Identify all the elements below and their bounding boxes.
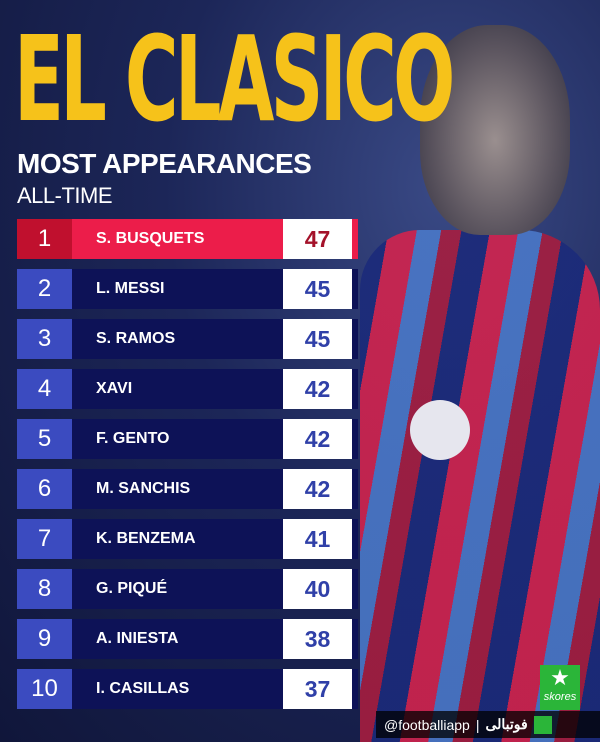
player-name: S. RAMOS xyxy=(72,319,283,359)
rank: 8 xyxy=(17,569,72,609)
handle: @footballiapp xyxy=(384,716,470,733)
row-edge xyxy=(352,419,358,459)
sponsor-logo xyxy=(410,400,470,460)
appearances: 45 xyxy=(283,269,352,309)
row-edge xyxy=(352,519,358,559)
appearances: 41 xyxy=(283,519,352,559)
page-title: EL CLASICO xyxy=(14,10,455,148)
rank: 4 xyxy=(17,369,72,409)
separator: | xyxy=(475,716,480,733)
row-edge xyxy=(352,619,358,659)
row-edge xyxy=(352,569,358,609)
table-row: 10 I. CASILLAS 37 xyxy=(17,669,358,709)
arabic-brand: فوتبالی xyxy=(485,716,528,732)
row-edge xyxy=(352,469,358,509)
appearances: 42 xyxy=(283,369,352,409)
table-row: 6 M. SANCHIS 42 xyxy=(17,469,358,509)
player-name: F. GENTO xyxy=(72,419,283,459)
table-row: 9 A. INIESTA 38 xyxy=(17,619,358,659)
rank: 1 xyxy=(17,219,72,259)
rank: 7 xyxy=(17,519,72,559)
row-edge xyxy=(352,369,358,409)
rank: 10 xyxy=(17,669,72,709)
brand-logo-icon xyxy=(533,715,552,734)
table-row: 1 S. BUSQUETS 47 xyxy=(17,219,358,259)
player-head xyxy=(420,25,570,235)
appearances: 38 xyxy=(283,619,352,659)
row-edge xyxy=(352,219,358,259)
table-row: 7 K. BENZEMA 41 xyxy=(17,519,358,559)
rank: 6 xyxy=(17,469,72,509)
table-row: 8 G. PIQUÉ 40 xyxy=(17,569,358,609)
row-edge xyxy=(352,269,358,309)
appearances: 47 xyxy=(283,219,352,259)
table-row: 4 XAVI 42 xyxy=(17,369,358,409)
player-name: K. BENZEMA xyxy=(72,519,283,559)
appearances: 45 xyxy=(283,319,352,359)
player-name: L. MESSI xyxy=(72,269,283,309)
jersey xyxy=(360,230,600,742)
rank: 5 xyxy=(17,419,72,459)
player-name: I. CASILLAS xyxy=(72,669,283,709)
appearances: 37 xyxy=(283,669,352,709)
player-name: S. BUSQUETS xyxy=(72,219,283,259)
appearances: 42 xyxy=(283,419,352,459)
watermark-bar: @footballiapp | فوتبالی xyxy=(376,711,600,738)
appearances: 42 xyxy=(283,469,352,509)
row-edge xyxy=(352,319,358,359)
period-label: ALL-TIME xyxy=(17,183,113,208)
subtitle: MOST APPEARANCES xyxy=(17,148,312,179)
player-photo xyxy=(360,0,600,742)
rank: 9 xyxy=(17,619,72,659)
player-name: G. PIQUÉ xyxy=(72,569,283,609)
player-name: A. INIESTA xyxy=(72,619,283,659)
player-name: XAVI xyxy=(72,369,283,409)
table-row: 3 S. RAMOS 45 xyxy=(17,319,358,359)
player-name: M. SANCHIS xyxy=(72,469,283,509)
rank: 2 xyxy=(17,269,72,309)
appearances: 40 xyxy=(283,569,352,609)
row-edge xyxy=(352,669,358,709)
star-icon: ★ xyxy=(550,665,570,690)
table-row: 2 L. MESSI 45 xyxy=(17,269,358,309)
skores-text: skores xyxy=(543,691,577,703)
table-row: 5 F. GENTO 42 xyxy=(17,419,358,459)
rank: 3 xyxy=(17,319,72,359)
rankings-table: 1 S. BUSQUETS 47 2 L. MESSI 45 3 S. RAMO… xyxy=(17,219,358,719)
skores-logo: ★ skores xyxy=(540,665,580,710)
